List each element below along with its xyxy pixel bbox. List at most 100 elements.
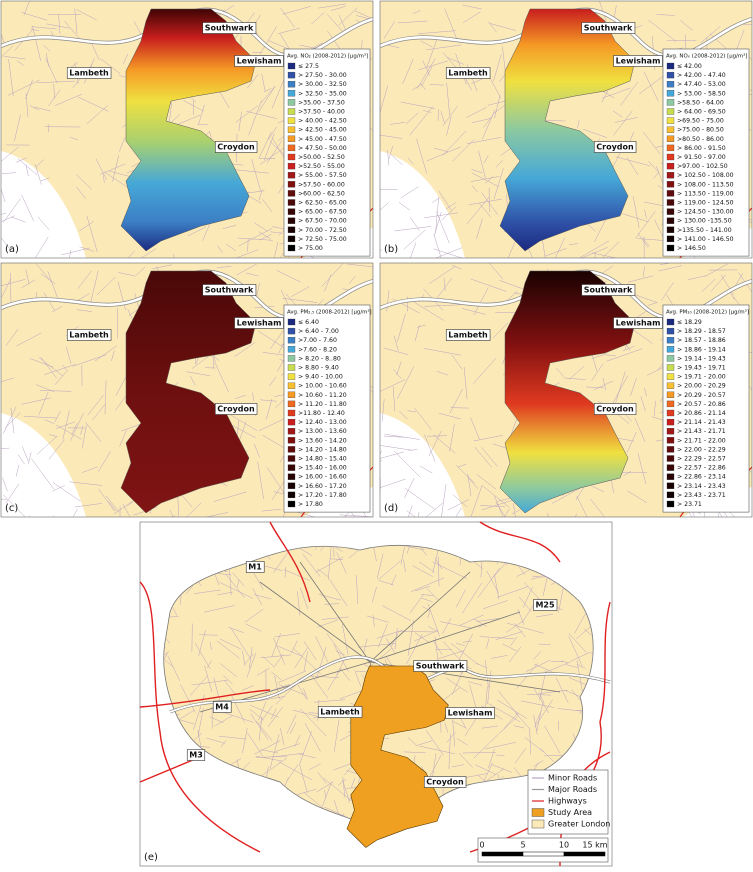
legend-swatch [287,482,296,489]
legend-title: Avg. NO₂ (2008-2012) [μg/m³] [287,53,368,60]
legend-swatch [666,418,675,426]
place-label: Lambeth [69,69,109,78]
legend-label: > 75.00 [298,245,323,252]
place-label-box [413,660,468,672]
legend-label: ≤ 42.00 [677,63,702,70]
legend-swatch [287,446,296,453]
scale-label: 10 [559,841,569,850]
legend-swatch [666,190,675,197]
legend-label: > 86.00 - 91.50 [677,145,726,152]
place-label-box [581,22,636,34]
legend-label: > 124.50 - 130.00 [677,209,734,216]
place-label: Lambeth [69,331,109,340]
place-label-box [317,706,363,718]
legend-swatch [666,446,675,453]
legend-label: > 91.50 - 97.00 [677,154,726,161]
legend-label: Study Area [548,808,592,817]
legend-title: Avg. PM₁₀ (2008-2012) [μg/m³] [666,309,749,316]
legend-label: > 23.43 - 23.71 [677,492,726,499]
legend-label: > 47.40 - 53.00 [677,81,726,88]
place-label-box [445,329,491,341]
legend-label: > 130.00 -135.50 [677,218,732,225]
legend-label: > 20.86 - 21.14 [677,410,726,417]
legend-swatch [287,244,296,252]
place-label-box [613,55,663,67]
map-body: Southwark Lambeth Lewisham Croydon Avg. NOₓ … [380,1,752,258]
place-label: M25 [535,601,555,610]
legend-swatch [666,90,675,97]
place-label: M1 [248,563,262,572]
legend-label: >52.50 - 55.00 [298,163,345,170]
place-label: Lambeth [448,331,488,340]
legend-label: > 10.00 - 10.60 [298,383,347,390]
legend-label: > 21.43 - 21.71 [677,428,726,435]
legend-swatch [287,90,296,97]
study-area [499,270,636,514]
legend-swatch [287,473,296,480]
legend-label: > 40.00 - 42.50 [298,118,347,125]
legend-label: > 47.50 - 50.00 [298,145,347,152]
legend-swatch [287,153,296,161]
place-label: Southwark [205,286,254,295]
legend-label: > 23.71 [677,501,702,508]
legend-label: > 8.80 - 9.40 [298,365,339,372]
legend-label: > 113.50 - 119.00 [677,190,734,197]
legend-swatch [666,491,675,499]
legend-swatch [666,172,675,179]
legend-swatch [666,400,675,408]
legend-swatch [287,108,296,115]
legend-swatch [287,190,296,197]
legend-swatch [287,428,296,435]
legend-label: > 119.00 - 124.50 [677,200,734,207]
legend-swatch [666,482,675,489]
legend-swatch [287,81,296,88]
legend-label: ≤ 18.29 [677,319,702,326]
place-label-box [245,561,265,573]
place-label-box [202,22,257,34]
place-label: Lewisham [448,709,493,718]
legend-label: > 16.60 - 17.20 [298,483,347,490]
legend-label: > 45.00 - 47.50 [298,136,347,143]
legend-label: > 22.86 - 23.14 [677,474,726,481]
place-label-box [613,317,663,329]
legend-label: ≤ 6.40 [298,319,319,326]
legend-swatch [287,391,296,398]
legend-label: > 22.29 - 22.57 [677,456,726,463]
legend-swatch [666,126,675,133]
legend-label: > 22.57 - 22.86 [677,465,726,472]
legend-label: >11.80 - 12.40 [298,410,345,417]
legend-swatch [287,418,296,426]
legend-swatch [666,99,675,106]
place-label: Lewisham [616,57,661,66]
legend-swatch [666,135,675,142]
legend-swatch [666,373,675,380]
legend-label: > 11.20 - 11.80 [298,401,347,408]
place-label-box [593,141,637,153]
map-panel: Southwark Lambeth Lewisham Croydon Avg. PM₂.… [0,262,374,518]
legend-swatch [666,455,675,462]
legend-label: > 19.71 - 20.00 [677,374,726,381]
legend-label: > 67.50 - 70.00 [298,218,347,225]
legend-swatch [666,391,675,398]
legend-label: >69.50 - 75.00 [677,118,724,125]
legend-label: > 55.00 - 57.50 [298,172,347,179]
legend-label: > 16.00 - 16.60 [298,474,347,481]
place-label-box [593,403,637,415]
panel-letter: (d) [384,503,398,514]
legend-swatch [287,172,296,179]
legend-swatch [666,244,675,252]
legend-swatch [666,355,675,362]
place-label-box [214,403,258,415]
place-label-box [581,284,636,296]
legend-swatch [666,500,675,508]
legend-label: > 12.40 - 13.00 [298,419,347,426]
legend-label: > 14.80 - 15.40 [298,456,347,463]
legend-swatch [666,428,675,435]
legend-symbol [531,808,545,817]
place-label-box [214,141,258,153]
panel-frame [379,0,753,259]
legend-swatch [287,117,296,124]
scale-box [477,837,609,863]
legend-label: > 30.00 - 32.50 [298,81,347,88]
